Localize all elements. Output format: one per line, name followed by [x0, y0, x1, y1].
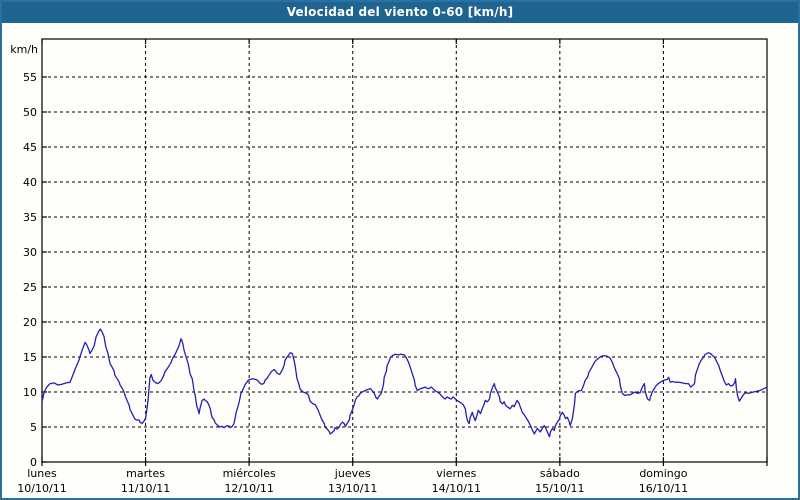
- y-tick-label: 15: [23, 351, 37, 364]
- y-tick-label: 25: [23, 281, 37, 294]
- y-tick-label: 35: [23, 211, 37, 224]
- wind-speed-line: [41, 328, 768, 438]
- day-date-label: 12/10/11: [224, 482, 273, 495]
- wind-speed-chart: 0 5 10 15 20 25 30 35 40 45 50 55 km/h lunes 10/10/11 m…: [10, 38, 768, 495]
- chart-title: Velocidad del viento 0-60 [km/h]: [286, 5, 514, 19]
- chart-area: 0 5 10 15 20 25 30 35 40 45 50 55 km/h lunes 10/10/11 m…: [2, 23, 798, 498]
- y-tick-label: 0: [30, 456, 37, 469]
- day-date-label: 15/10/11: [535, 482, 584, 495]
- day-date-label: 13/10/11: [328, 482, 377, 495]
- day-date-label: 14/10/11: [432, 482, 481, 495]
- day-name-label: martes: [126, 467, 165, 480]
- y-tick-label: 45: [23, 141, 37, 154]
- y-tick-label: 50: [23, 106, 37, 119]
- chart-title-bar: Velocidad del viento 0-60 [km/h]: [2, 2, 798, 23]
- day-date-label: 16/10/11: [639, 482, 688, 495]
- y-tick-label: 20: [23, 316, 37, 329]
- day-date-label: 11/10/11: [121, 482, 170, 495]
- y-axis-unit-label: km/h: [10, 43, 38, 56]
- day-name-label: sábado: [540, 467, 580, 480]
- day-name-label: domingo: [639, 467, 687, 480]
- y-tick-label: 10: [23, 386, 37, 399]
- y-tick-label: 40: [23, 176, 37, 189]
- day-name-label: lunes: [27, 467, 57, 480]
- y-tick-label: 5: [30, 421, 37, 434]
- day-name-label: jueves: [334, 467, 371, 480]
- y-tick-label: 55: [23, 71, 37, 84]
- y-tick-label: 30: [23, 246, 37, 259]
- day-name-label: viernes: [436, 467, 476, 480]
- plot-border: [41, 38, 768, 463]
- day-name-label: miércoles: [223, 467, 276, 480]
- day-date-label: 10/10/11: [17, 482, 66, 495]
